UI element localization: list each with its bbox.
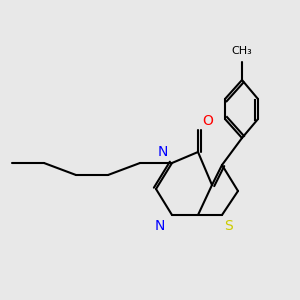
Text: S: S	[224, 219, 233, 233]
Text: CH₃: CH₃	[232, 46, 252, 56]
Text: N: N	[154, 219, 165, 233]
Text: N: N	[158, 145, 168, 159]
Text: O: O	[202, 114, 213, 128]
